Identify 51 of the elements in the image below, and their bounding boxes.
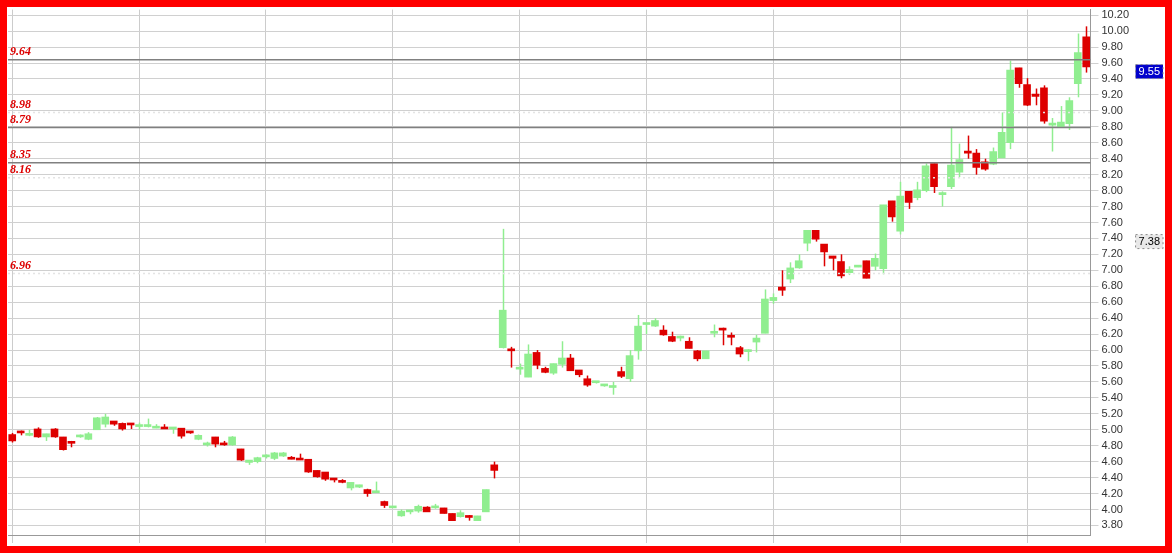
y-tick-label: 7.80 — [1101, 199, 1123, 212]
y-tick-label: 5.20 — [1101, 406, 1123, 419]
y-tick-label: 6.20 — [1101, 327, 1123, 340]
y-tick-label: 3.80 — [1101, 518, 1123, 531]
y-tick-label: 6.60 — [1101, 295, 1123, 308]
y-tick-label: 9.00 — [1101, 103, 1123, 116]
y-tick-label: 6.00 — [1101, 343, 1123, 356]
candlestick — [820, 243, 828, 268]
y-tick-label: 8.00 — [1101, 183, 1123, 196]
ref-line-label: 8.16 — [10, 161, 31, 176]
ref-line-label: 8.98 — [10, 96, 31, 111]
y-tick-label: 4.40 — [1101, 470, 1123, 483]
y-tick-label: 4.80 — [1101, 438, 1123, 451]
y-tick-label: 9.40 — [1101, 71, 1123, 84]
candlestick — [837, 253, 845, 280]
text: 9.55 — [1138, 64, 1161, 77]
y-tick-label: 7.20 — [1101, 247, 1123, 260]
y-tick-label: 5.80 — [1101, 359, 1123, 372]
text: 7.38 — [1138, 234, 1161, 247]
ref-line-label: 8.79 — [10, 111, 31, 126]
ref-line-label: 9.64 — [10, 43, 31, 58]
ref-line-label: 8.35 — [10, 146, 31, 161]
candlestick — [481, 488, 490, 513]
y-tick-label: 9.20 — [1101, 87, 1123, 100]
y-tick-label: 5.40 — [1101, 390, 1123, 403]
y-tick-label: 8.20 — [1101, 167, 1123, 180]
y-tick-label: 7.00 — [1101, 263, 1123, 276]
candlestick — [1014, 67, 1023, 89]
y-tick-label: 8.40 — [1101, 151, 1123, 164]
candlestick — [532, 349, 541, 370]
y-tick-label: 10.00 — [1101, 24, 1129, 37]
candlestick — [625, 349, 634, 383]
y-tick-label: 9.80 — [1101, 40, 1123, 53]
y-tick-label: 7.40 — [1101, 231, 1123, 244]
y-tick-label: 4.60 — [1101, 454, 1123, 467]
y-tick-label: 6.80 — [1101, 279, 1123, 292]
y-tick-label: 5.00 — [1101, 422, 1123, 435]
y-tick-label: 4.00 — [1101, 502, 1123, 515]
candlestick — [786, 261, 795, 284]
y-tick-label: 8.60 — [1101, 135, 1123, 148]
y-tick-label: 6.40 — [1101, 311, 1123, 324]
ref-line-label: 6.96 — [10, 257, 31, 272]
candlestick — [803, 229, 811, 252]
y-tick-label: 7.60 — [1101, 215, 1123, 228]
candlestick — [777, 269, 786, 297]
y-tick-label: 10.20 — [1101, 8, 1129, 21]
y-tick-label: 5.60 — [1101, 374, 1123, 387]
y-tick-label: 8.80 — [1101, 119, 1123, 132]
y-tick-label: 4.20 — [1101, 486, 1123, 499]
candlestick — [930, 162, 938, 194]
y-tick-label: 9.60 — [1101, 56, 1123, 69]
